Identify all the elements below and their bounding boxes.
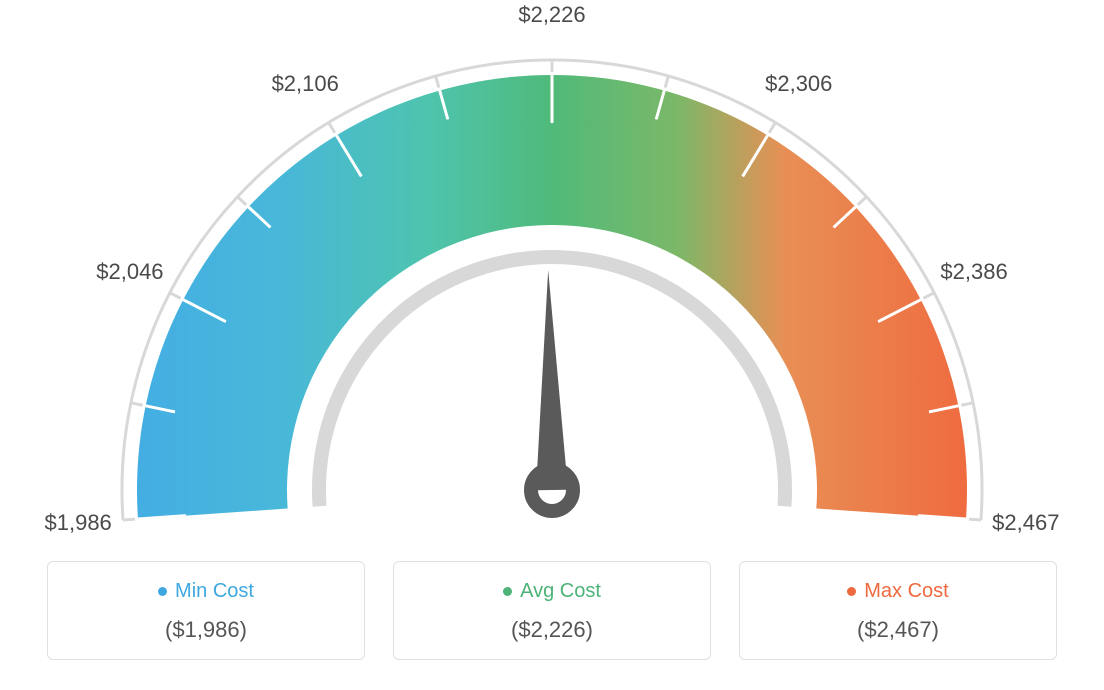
gauge-area: $1,986 $2,046 $2,106 $2,226 $2,306 $2,386 $2,4… xyxy=(0,0,1104,540)
gauge-tick-label: $2,046 xyxy=(96,259,163,285)
legend-value-avg: ($2,226) xyxy=(404,617,700,643)
gauge-tick-label: $2,467 xyxy=(992,510,1059,536)
legend-value-max: ($2,467) xyxy=(750,617,1046,643)
legend-card-avg: Avg Cost ($2,226) xyxy=(393,561,711,660)
legend-row: Min Cost ($1,986) Avg Cost ($2,226) Max … xyxy=(0,561,1104,660)
gauge-tick-label: $2,386 xyxy=(940,259,1007,285)
legend-value-min: ($1,986) xyxy=(58,617,354,643)
legend-card-min: Min Cost ($1,986) xyxy=(47,561,365,660)
legend-card-max: Max Cost ($2,467) xyxy=(739,561,1057,660)
gauge-tick-label: $2,226 xyxy=(518,2,585,28)
gauge-tick-label: $2,306 xyxy=(765,71,832,97)
dot-icon xyxy=(503,587,512,596)
gauge-svg xyxy=(0,0,1104,540)
gauge-tick-label: $2,106 xyxy=(272,71,339,97)
legend-title-max: Max Cost xyxy=(750,580,1046,603)
gauge-chart: $1,986 $2,046 $2,106 $2,226 $2,306 $2,386 $2,4… xyxy=(0,0,1104,690)
legend-title-avg: Avg Cost xyxy=(404,580,700,603)
legend-title-text: Max Cost xyxy=(864,580,948,603)
dot-icon xyxy=(847,587,856,596)
legend-title-text: Avg Cost xyxy=(520,580,601,603)
gauge-tick-label: $1,986 xyxy=(45,510,112,536)
dot-icon xyxy=(158,587,167,596)
legend-title-text: Min Cost xyxy=(175,580,254,603)
legend-title-min: Min Cost xyxy=(58,580,354,603)
